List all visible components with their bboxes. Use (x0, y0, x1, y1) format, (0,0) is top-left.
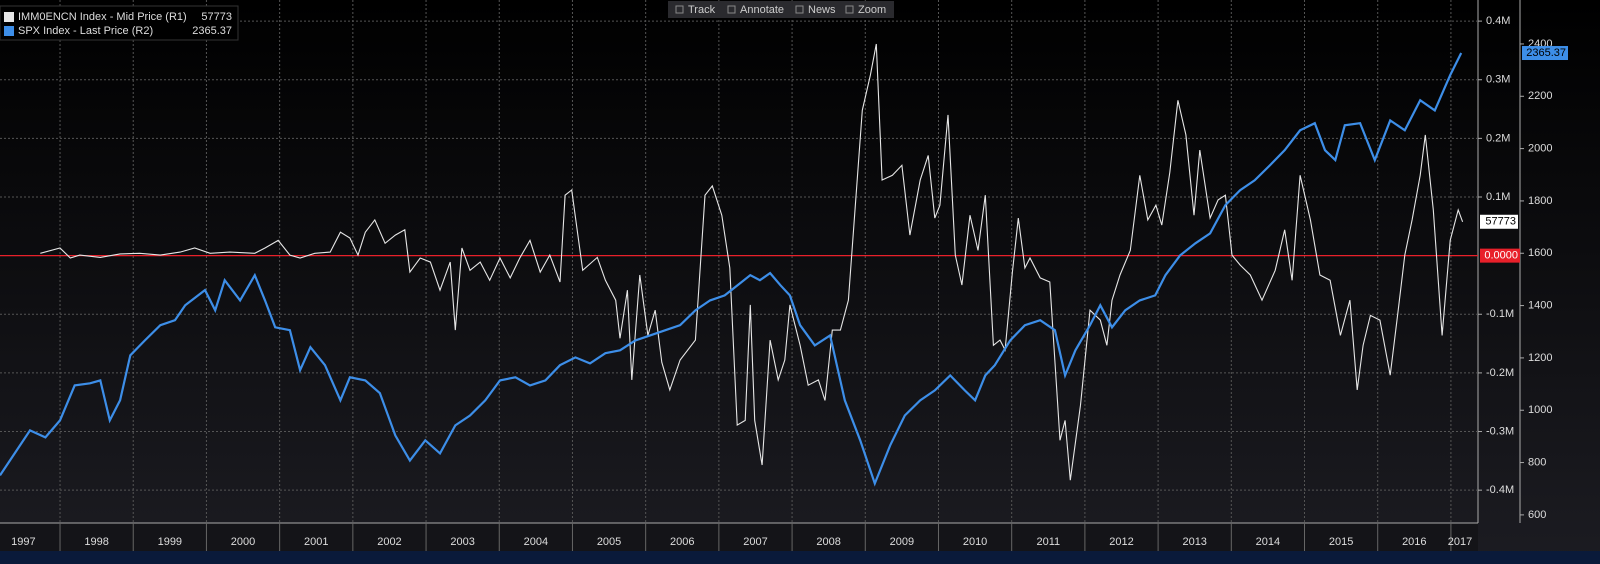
y2-tick-label: 1000 (1528, 404, 1552, 416)
x-tick-label: 2004 (524, 536, 548, 548)
x-tick-label: 2000 (231, 536, 255, 548)
x-tick-label: 2011 (1036, 536, 1060, 548)
series-line (0, 52, 1463, 487)
last-value-label: 2365.37 (1526, 47, 1566, 59)
last-value-badge (1522, 46, 1568, 61)
x-tick-label: 2003 (450, 536, 474, 548)
x-tick-label: 2006 (670, 536, 694, 548)
y-tick-label: -0.4M (1486, 484, 1514, 496)
x-tick-label: 2014 (1256, 536, 1280, 548)
x-tick-label: 2008 (816, 536, 840, 548)
toolbar-icon (727, 5, 736, 14)
y-tick-label: -0.2M (1486, 367, 1514, 379)
last-value-badge (1480, 214, 1518, 229)
y2-tick-label: 2000 (1528, 143, 1552, 155)
toolbar (668, 1, 894, 18)
x-tick-label: 2016 (1402, 536, 1426, 548)
legend-label: SPX Index - Last Price (R2) (18, 25, 153, 37)
x-tick-label: 2005 (597, 536, 621, 548)
y-tick-label: -0.1M (1486, 308, 1514, 320)
legend-items: IMM0ENCN Index - Mid Price (R1) 57773 SPX … (4, 11, 232, 37)
reference-badge (1480, 248, 1520, 263)
last-value-label: 57773 (1485, 216, 1516, 228)
toolbar-icon (795, 5, 804, 14)
y-tick-label: 0.1M (1486, 191, 1510, 203)
x-tick-label: 2010 (963, 536, 987, 548)
legend-swatch (4, 12, 14, 22)
toolbar-items: Track Annotate News Zoom (675, 4, 886, 16)
x-tick-label: 2017 (1448, 536, 1472, 548)
y2-tick-label: 600 (1528, 509, 1546, 521)
toolbar-button[interactable]: Annotate (740, 4, 784, 16)
y-tick-label: 0.3M (1486, 74, 1510, 86)
x-tick-label: 1999 (158, 536, 182, 548)
y2-tick-label: 1600 (1528, 247, 1552, 259)
x-tick-label: 1997 (11, 536, 35, 548)
y2-tick-label: 1200 (1528, 352, 1552, 364)
y2-tick-label: 2200 (1528, 90, 1552, 102)
x-tick-label: 2009 (890, 536, 914, 548)
x-tick-label: 2015 (1329, 536, 1353, 548)
x-tick-label: 2013 (1182, 536, 1206, 548)
plot (0, 0, 1478, 551)
toolbar-icon (675, 5, 684, 14)
legend-swatch (4, 26, 14, 36)
y2-tick-label: 1800 (1528, 195, 1552, 207)
legend-label: IMM0ENCN Index - Mid Price (R1) (18, 11, 187, 23)
toolbar-button[interactable]: News (808, 4, 836, 16)
x-tick-label: 2001 (304, 536, 328, 548)
y2-tick-label: 1400 (1528, 299, 1552, 311)
toolbar-button[interactable]: Track (688, 4, 716, 16)
y-tick-label: 0.4M (1486, 15, 1510, 27)
series-line (40, 43, 1464, 481)
legend-value: 57773 (201, 11, 232, 23)
x-tick-label: 1998 (84, 536, 108, 548)
bottom-strip (0, 551, 1600, 564)
x-tick-label: 2002 (377, 536, 401, 548)
legend-value: 2365.37 (192, 25, 232, 37)
reference-label: 0.0000 (1484, 250, 1518, 262)
y-tick-label: -0.3M (1486, 425, 1514, 437)
y2-tick-label: 800 (1528, 456, 1546, 468)
y-tick-label: 0.2M (1486, 132, 1510, 144)
legend (0, 5, 239, 41)
toolbar-button[interactable]: Zoom (858, 4, 886, 16)
x-tick-label: 2007 (743, 536, 767, 548)
toolbar-icon (845, 5, 854, 14)
x-tick-label: 2012 (1109, 536, 1133, 548)
